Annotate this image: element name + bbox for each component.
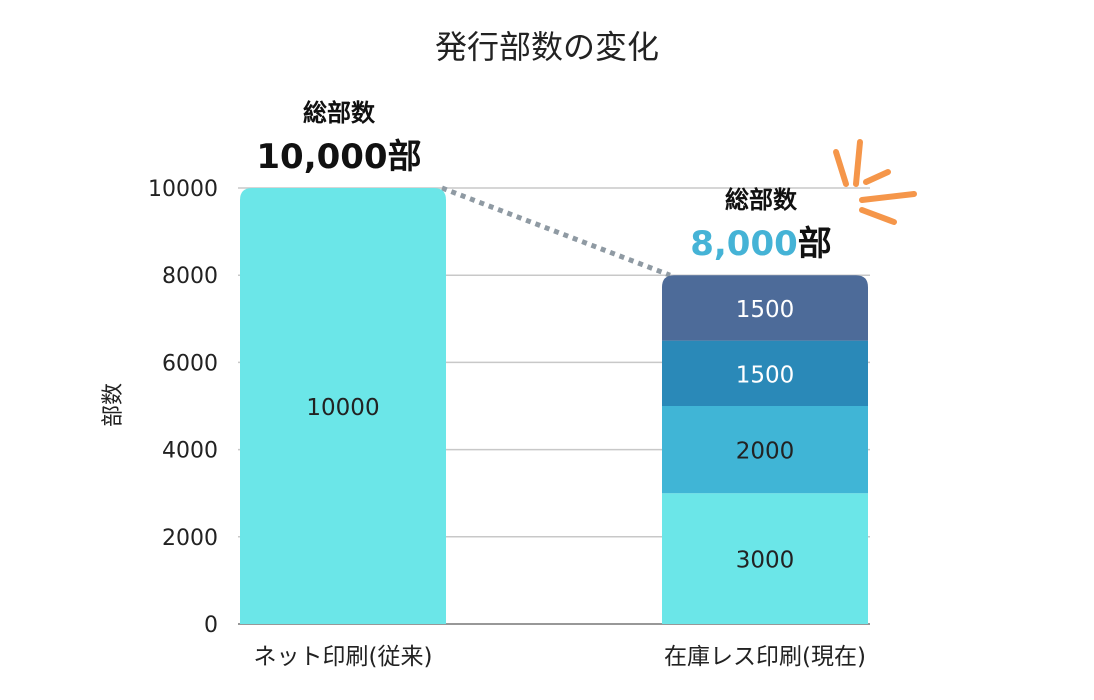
bar-value-label: 3000	[736, 548, 795, 574]
y-axis-label: 部数	[101, 383, 126, 427]
sparkle-stroke	[859, 191, 917, 203]
x-category-label: 在庫レス印刷(現在)	[664, 644, 866, 670]
y-tick-label: 6000	[162, 351, 218, 376]
chart-title: 発行部数の変化	[435, 28, 659, 66]
x-category-label: ネット印刷(従来)	[254, 644, 433, 670]
bar-segment	[662, 340, 868, 406]
bar-segment	[662, 275, 868, 341]
total-value: 10,000部	[256, 137, 421, 177]
total-unit: 部	[798, 224, 832, 264]
connector-line	[441, 185, 671, 278]
total-unit: 部	[388, 137, 422, 177]
sparkle-stroke	[859, 207, 897, 225]
total-number: 10,000	[256, 137, 387, 177]
total-connector	[441, 185, 671, 278]
bar-value-label: 1500	[736, 297, 795, 323]
y-axis-ticks: 0 2000 4000 6000 8000 10000	[148, 177, 218, 638]
sparkle-icon	[833, 139, 917, 225]
x-axis-categories: ネット印刷(従来) 在庫レス印刷(現在)	[254, 644, 866, 670]
y-tick-label: 8000	[162, 264, 218, 289]
total-label: 総部数	[303, 99, 376, 127]
bar-value-label: 1500	[736, 362, 795, 388]
bar-value-label: 2000	[736, 439, 795, 465]
sparkle-stroke	[833, 149, 849, 187]
y-tick-label: 2000	[162, 526, 218, 551]
bar-value-label: 10000	[306, 395, 379, 421]
y-tick-label: 4000	[162, 439, 218, 464]
bar-segment	[240, 188, 446, 624]
bar-segment	[662, 493, 868, 624]
y-tick-label: 10000	[148, 177, 218, 202]
sparkle-stroke	[863, 169, 891, 185]
y-tick-label: 0	[204, 613, 218, 638]
bar-labels: 10000 3000 2000 1500 1500	[306, 297, 794, 574]
total-label: 総部数	[725, 186, 798, 214]
bars	[240, 188, 868, 624]
total-number: 8,000	[690, 224, 798, 264]
bar-segment	[662, 406, 868, 494]
total-value: 8,000部	[690, 224, 832, 264]
sparkle-stroke	[853, 139, 863, 187]
